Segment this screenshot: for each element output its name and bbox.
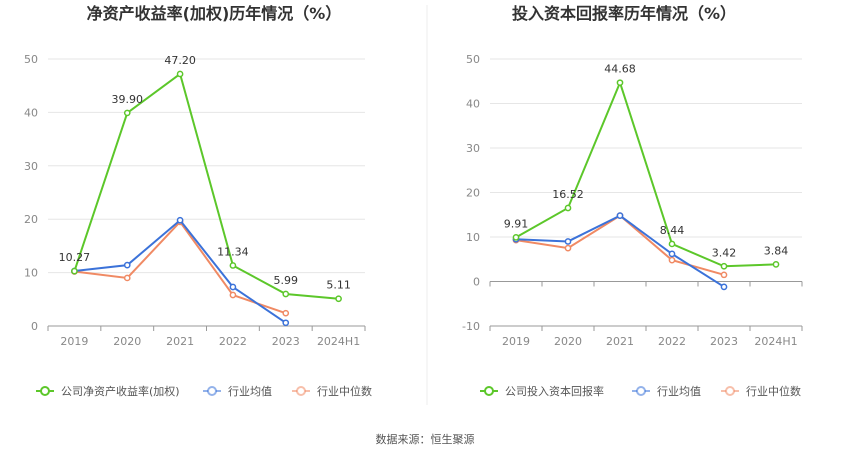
data-label: 3.42 bbox=[712, 246, 737, 259]
legend-label: 行业均值 bbox=[657, 385, 701, 398]
legend-marker bbox=[636, 386, 646, 396]
x-tick-label: 2021 bbox=[166, 335, 194, 348]
data-label: 11.34 bbox=[217, 245, 249, 258]
x-tick-label: 2020 bbox=[554, 335, 582, 348]
chart-title: 投入资本回报率历年情况（%） bbox=[512, 4, 736, 23]
data-point-avg[interactable] bbox=[720, 283, 728, 291]
legend-item-median[interactable]: 行业中位数 bbox=[721, 384, 801, 398]
data-point-company[interactable] bbox=[335, 295, 342, 303]
roe-chart: 净资产收益率(加权)历年情况（%） 0 10 20 30 40 50 2019 2020 2021… bbox=[24, 4, 372, 398]
data-point-median[interactable] bbox=[123, 274, 131, 282]
series-line-avg bbox=[74, 218, 287, 324]
x-tick-label: 2021 bbox=[606, 335, 634, 348]
y-tick-label: 50 bbox=[466, 53, 480, 66]
data-point-company[interactable] bbox=[512, 234, 520, 241]
legend-marker bbox=[207, 386, 217, 396]
x-tick-label: 2020 bbox=[113, 335, 141, 348]
y-tick-label: 0 bbox=[31, 320, 38, 333]
data-point-company[interactable] bbox=[668, 240, 676, 248]
data-point-avg[interactable] bbox=[229, 283, 237, 291]
series-line-company bbox=[515, 79, 777, 268]
data-point-avg[interactable] bbox=[564, 238, 572, 245]
data-label: 3.84 bbox=[764, 244, 789, 257]
y-tick-label: 0 bbox=[473, 276, 480, 289]
data-point-company[interactable] bbox=[720, 262, 728, 270]
legend-marker bbox=[484, 386, 494, 396]
legend-label: 公司净资产收益率(加权) bbox=[61, 384, 180, 398]
legend-item-median[interactable]: 行业中位数 bbox=[292, 384, 372, 398]
y-tick-label: 10 bbox=[24, 267, 38, 280]
legend-label: 行业均值 bbox=[228, 385, 272, 398]
x-tick-label: 2023 bbox=[272, 335, 300, 348]
data-point-avg[interactable] bbox=[616, 212, 624, 219]
data-point-company[interactable] bbox=[282, 290, 290, 298]
data-point-median[interactable] bbox=[564, 244, 572, 252]
data-label: 39.90 bbox=[112, 93, 144, 106]
legend-marker bbox=[725, 386, 735, 396]
data-point-median[interactable] bbox=[668, 256, 676, 264]
data-point-company[interactable] bbox=[772, 261, 780, 268]
y-tick-label: 10 bbox=[466, 231, 480, 244]
legend-label: 行业中位数 bbox=[746, 384, 801, 398]
data-point-company[interactable] bbox=[71, 267, 78, 275]
source-label: 数据来源：恒生聚源 bbox=[376, 432, 475, 446]
legend-item-company[interactable]: 公司投入资本回报率 bbox=[480, 384, 604, 398]
series-line-company bbox=[73, 72, 339, 300]
legend-item-company[interactable]: 公司净资产收益率(加权) bbox=[36, 384, 180, 398]
y-tick-label: 50 bbox=[24, 53, 38, 66]
x-tick-label: 2019 bbox=[60, 335, 88, 348]
legend-marker bbox=[40, 386, 50, 396]
y-tick-label: 40 bbox=[466, 98, 480, 111]
legend-label: 公司投入资本回报率 bbox=[505, 384, 604, 398]
data-point-company[interactable] bbox=[564, 204, 572, 212]
legend-item-avg[interactable]: 行业均值 bbox=[632, 385, 701, 398]
data-label: 9.91 bbox=[504, 217, 529, 230]
data-point-company[interactable] bbox=[176, 70, 184, 78]
data-label: 47.20 bbox=[164, 54, 196, 67]
data-point-avg[interactable] bbox=[176, 216, 184, 224]
data-point-median[interactable] bbox=[229, 291, 237, 299]
data-label: 10.27 bbox=[59, 251, 91, 264]
legend-label: 行业中位数 bbox=[317, 384, 372, 398]
data-point-company[interactable] bbox=[229, 262, 237, 269]
data-label: 44.68 bbox=[604, 63, 636, 76]
x-tick-label: 2024H1 bbox=[317, 335, 360, 348]
y-tick-label: 20 bbox=[24, 213, 38, 226]
x-tick-label: 2022 bbox=[219, 335, 247, 348]
data-point-company[interactable] bbox=[616, 79, 624, 87]
data-point-median[interactable] bbox=[720, 271, 728, 279]
y-tick-label: 30 bbox=[24, 160, 38, 173]
y-tick-label: -10 bbox=[462, 320, 480, 333]
x-tick-label: 2023 bbox=[710, 335, 738, 348]
roic-chart: 投入资本回报率历年情况（%） -10 0 10 20 30 40 50 2019 2020 2021… bbox=[462, 4, 803, 398]
x-tick-label: 2024H1 bbox=[754, 335, 797, 348]
data-label: 8.44 bbox=[660, 224, 685, 237]
x-tick-label: 2022 bbox=[658, 335, 686, 348]
chart-title: 净资产收益率(加权)历年情况（%） bbox=[87, 4, 342, 23]
series-line-avg bbox=[515, 214, 725, 288]
data-point-company[interactable] bbox=[123, 109, 131, 117]
data-label: 5.11 bbox=[326, 279, 351, 292]
legend-marker bbox=[296, 386, 306, 396]
data-point-avg[interactable] bbox=[123, 261, 131, 269]
data-label: 5.99 bbox=[274, 274, 299, 287]
x-tick-label: 2019 bbox=[502, 335, 530, 348]
legend-item-avg[interactable]: 行业均值 bbox=[203, 385, 272, 398]
y-tick-label: 20 bbox=[466, 187, 480, 200]
data-point-median[interactable] bbox=[282, 309, 290, 317]
data-point-avg[interactable] bbox=[282, 319, 290, 327]
data-point-avg[interactable] bbox=[668, 250, 676, 258]
y-tick-label: 30 bbox=[466, 142, 480, 155]
data-label: 16.52 bbox=[552, 188, 584, 201]
y-tick-label: 40 bbox=[24, 106, 38, 119]
